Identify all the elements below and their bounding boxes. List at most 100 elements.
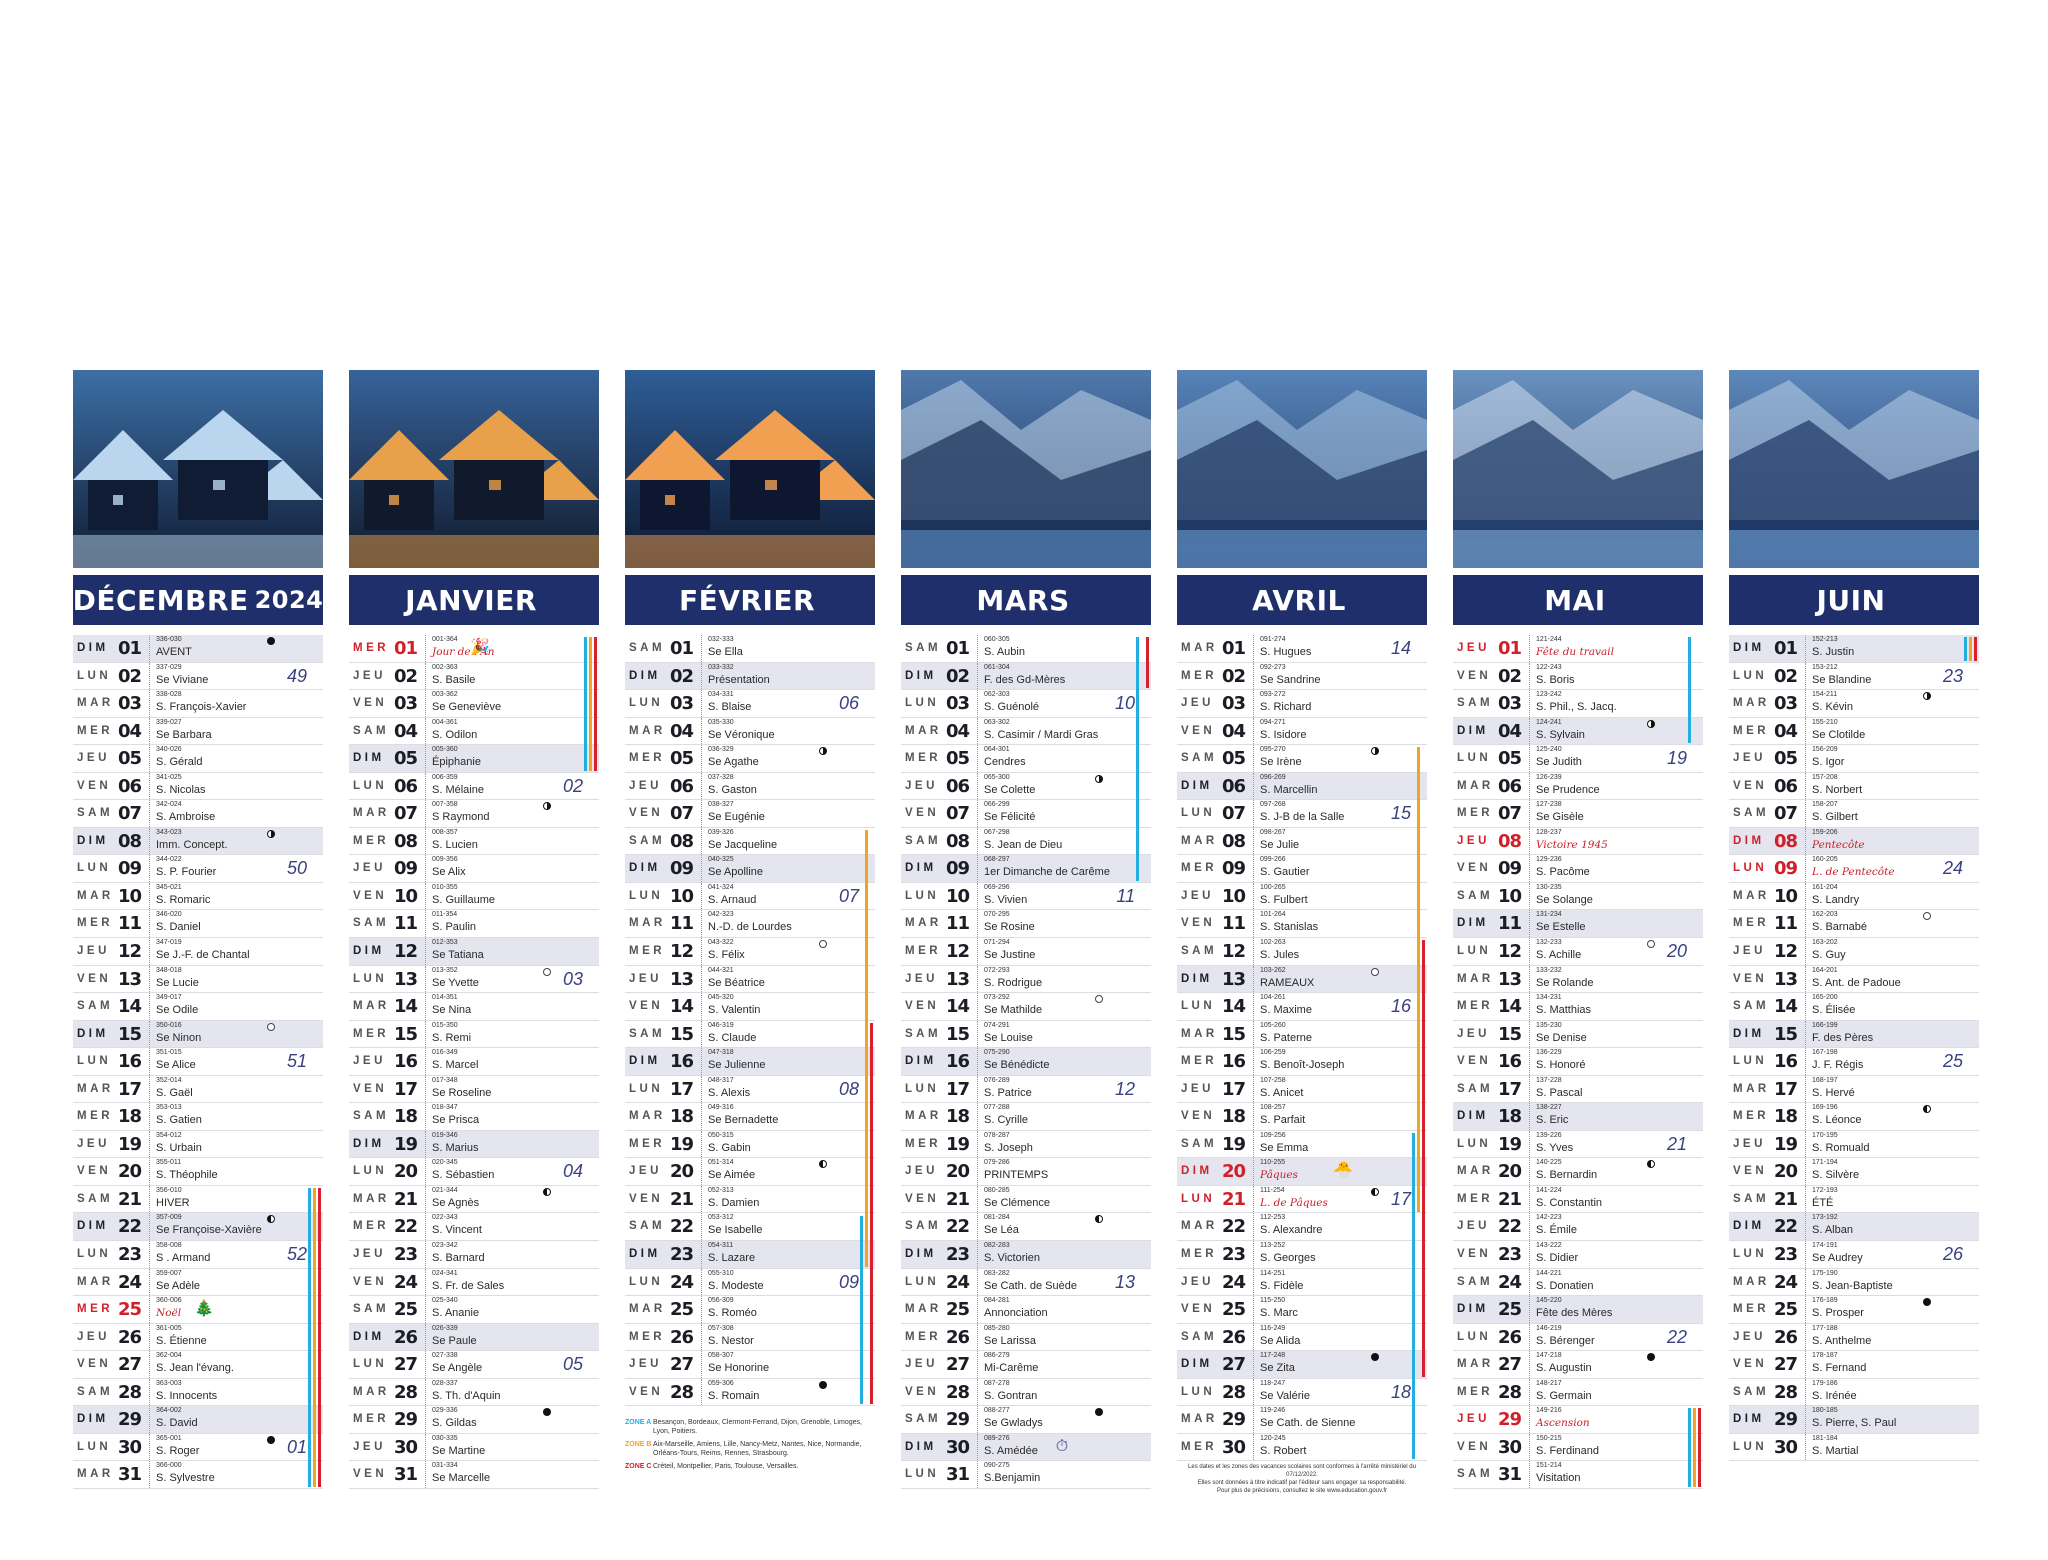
day-number: 02 [1497,665,1522,687]
dotted-divider [1529,1433,1530,1461]
dotted-divider [1805,1048,1806,1075]
day-number: 17 [669,1078,694,1100]
day-row: DIM 29 180-185 S. Pierre, S. Paul [1729,1406,1979,1434]
day-number: 22 [1497,1216,1522,1238]
weekday-label: JEU [1733,945,1766,958]
week-number: 49 [286,665,307,686]
day-of-year-code: 042-323 [708,911,734,919]
week-number: 16 [1390,996,1411,1017]
day-row: SAM 19 109-256 Se Emma [1177,1130,1427,1159]
saint-name: S. Martial [1812,1444,1859,1457]
saint-name: Se Colette [984,783,1036,796]
dotted-divider [149,855,150,882]
day-number: 11 [945,913,970,935]
weekday-label: MER [353,1027,390,1040]
day-of-year-code: 016-349 [432,1049,458,1057]
dotted-divider [977,993,978,1020]
dotted-divider [1253,1433,1254,1461]
day-of-year-code: 060-305 [984,636,1010,643]
saint-name: Se Françoise-Xavière [156,1224,262,1237]
saint-name: S. Yves [1536,1141,1574,1154]
day-number: 20 [1221,1161,1246,1183]
day-of-year-code: 074-291 [984,1021,1010,1029]
weekday-label: MAR [1181,1220,1218,1233]
day-of-year-code: 028-337 [432,1379,458,1387]
dotted-divider [425,717,426,745]
day-list: JEU 01 121-244 Fête du travail VEN 02 12… [1453,635,1703,1489]
day-of-year-code: 093-272 [1260,691,1286,699]
dotted-divider [1253,635,1254,662]
day-number: 20 [393,1161,418,1183]
weekday-label: MER [1733,1303,1770,1316]
dotted-divider [425,938,426,965]
day-of-year-code: 179-186 [1812,1379,1838,1387]
vacation-zone-a-bar [1688,637,1691,744]
easter-chick-icon: 🐣 [1333,1162,1353,1180]
day-row: LUN 21 111-254 L. de Pâques 17 [1177,1185,1427,1214]
day-of-year-code: 010-355 [432,883,458,891]
day-number: 22 [1773,1216,1798,1238]
saint-name: Se Véronique [708,728,775,741]
day-row: MAR 13 133-232 Se Rolande [1453,965,1703,994]
dotted-divider [149,1241,150,1268]
day-number: 05 [1773,748,1798,770]
dotted-divider [1529,745,1530,772]
vacation-zone-b-bar [589,637,592,771]
week-number: 18 [1390,1381,1411,1402]
day-row: LUN 10 041-324 S. Arnaud 07 [625,882,875,911]
dotted-divider [701,1296,702,1323]
day-number: 12 [945,941,970,963]
weekday-label: JEU [905,1165,938,1178]
saint-name: Se Julie [1260,838,1300,851]
day-row: VEN 07 038-327 Se Eugénie [625,800,875,828]
day-row: SAM 01 060-305 S. Aubin [901,635,1151,663]
day-number: 09 [1497,858,1522,880]
dotted-divider [701,772,702,800]
day-row: LUN 24 055-310 S. Modeste 09 [625,1268,875,1297]
day-of-year-code: 020-345 [432,1159,458,1167]
saint-name: S. J-B de la Salle [1260,811,1345,824]
day-of-year-code: 164-201 [1812,966,1838,974]
day-row: SAM 11 011-354 S. Paulin [349,910,599,939]
saint-name: S. Silvère [1812,1169,1860,1182]
saint-name: Se Solange [1536,893,1593,906]
day-row: DIM 15 350-016 Se Ninon [73,1020,323,1049]
saint-name: Victoire 1945 [1536,838,1608,851]
day-number: 16 [117,1051,142,1073]
vacation-zone-a-bar [1136,637,1139,881]
saint-name: S. Alexis [708,1086,751,1099]
saint-name: S. Ferdinand [1536,1444,1599,1457]
day-number: 26 [945,1326,970,1348]
day-number: 25 [1497,1299,1522,1321]
day-row: DIM 05 005-360 Épiphanie [349,745,599,773]
day-of-year-code: 170-195 [1812,1131,1838,1139]
landscape-photo-icon [73,370,323,568]
saint-name: Se Cath. de Suède [984,1279,1077,1292]
weekday-label: VEN [1181,1303,1216,1316]
weekday-label: LUN [1457,945,1492,958]
dotted-divider [1805,1296,1806,1323]
day-number: 07 [1773,803,1798,825]
day-row: VEN 20 171-194 S. Silvère [1729,1158,1979,1186]
day-row: SAM 07 158-207 S. Gilbert [1729,800,1979,828]
day-row: LUN 12 132-233 S. Achille 20 [1453,938,1703,966]
day-row: JEU 23 023-342 S. Barnard [349,1241,599,1269]
day-number: 03 [1497,693,1522,715]
month-name: DÉCEMBRE [72,583,249,617]
moon-new-icon [1095,1408,1103,1417]
weekday-label: LUN [1733,862,1768,875]
saint-name: S . Armand [156,1252,211,1265]
day-of-year-code: 002-363 [432,663,458,671]
saint-name: Se Marcelle [432,1472,491,1485]
weekday-label: MER [77,1110,114,1123]
saint-name: S. Damien [708,1196,760,1209]
day-of-year-code: 104-261 [1260,994,1286,1002]
day-of-year-code: 095-270 [1260,746,1286,754]
dotted-divider [1253,1351,1254,1378]
moon-first-icon [1923,692,1931,701]
day-number: 25 [117,1299,142,1321]
weekday-label: JEU [629,1358,662,1371]
dotted-divider [977,635,978,662]
day-row: VEN 21 080-285 Se Clémence [901,1185,1151,1214]
dotted-divider [1529,1158,1530,1185]
